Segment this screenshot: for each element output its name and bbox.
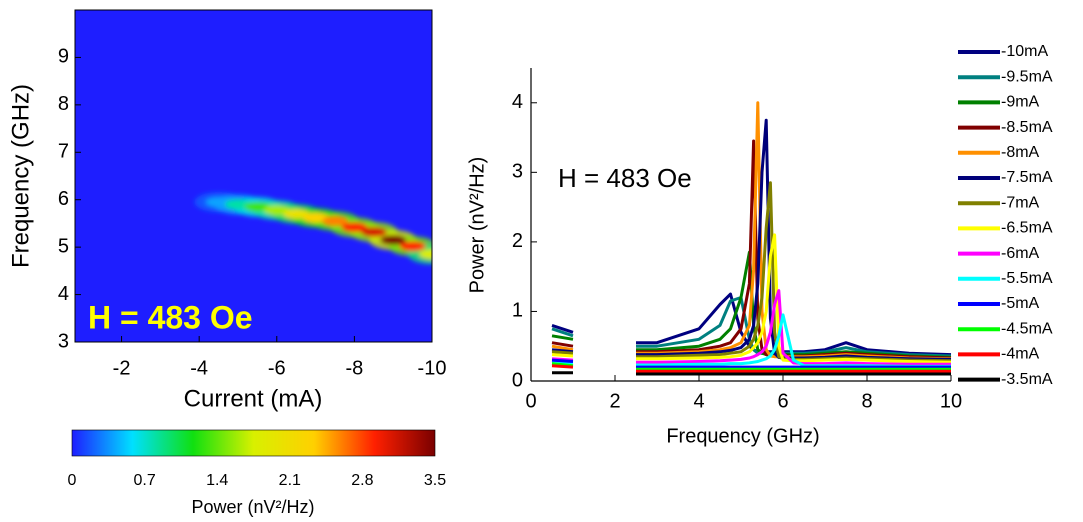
x-axis-label: Frequency (GHz) [666,425,819,447]
heatmap-cell [360,226,387,237]
legend-label: -4mA [1001,346,1040,363]
legend-label: -10mA [1001,43,1048,60]
heatmap-cell [283,208,310,219]
y-tick-label: 7 [58,141,69,163]
y-tick-label: 9 [58,46,69,68]
annotation: H = 483 Oe [88,299,253,335]
heatmap-cell [399,241,426,252]
series-line [552,371,951,376]
x-tick-label: 6 [777,390,788,412]
y-tick-label: 3 [512,161,523,183]
colorbar-tick-label: 1.4 [206,472,228,489]
y-tick-label: 1 [512,300,523,322]
legend-label: -9mA [1001,94,1040,111]
y-tick-label: 4 [512,91,523,113]
legend-label: -3.5mA [1001,371,1053,388]
legend-label: -6.5mA [1001,220,1053,237]
y-tick-label: 2 [512,230,523,252]
legend-label: -8.5mA [1001,119,1053,136]
colorbar-tick-label: 3.5 [424,472,446,489]
colorbar-tick-label: 0.7 [133,472,155,489]
x-tick-label: -10 [418,357,447,379]
x-tick-label: 4 [693,390,704,412]
legend-label: -9.5mA [1001,68,1053,85]
colorbar-tick-label: 2.8 [351,472,373,489]
y-tick-label: 8 [58,93,69,115]
colorbar [71,429,436,457]
series-line [551,364,951,373]
heatmap-cell [302,212,329,223]
legend-label: -8mA [1001,144,1040,161]
legend-label: -7.5mA [1001,169,1053,186]
y-tick-label: 6 [58,188,69,210]
legend-label: -7mA [1001,194,1040,211]
heatmap-background [75,10,432,342]
y-axis-label: Frequency (GHz) [7,84,34,268]
heatmap-cell [341,222,368,233]
series-line [551,233,952,364]
series-line [551,358,951,369]
colorbar-label: Power (nV²/Hz) [191,497,314,517]
y-tick-label: 5 [58,235,69,257]
series-group [551,101,952,376]
x-tick-label: -8 [345,357,363,379]
x-tick-label: -4 [190,357,208,379]
x-tick-label: 0 [525,390,536,412]
heatmap-cell [244,201,271,212]
x-tick-label: 2 [609,390,620,412]
legend-label: -5.5mA [1001,270,1053,287]
annotation: H = 483 Oe [558,163,692,193]
heatmap-cell [380,235,407,246]
x-tick-label: 8 [861,390,872,412]
heatmap-cell [419,249,432,260]
heatmap-cell [321,216,348,227]
legend-label: -6mA [1001,245,1040,262]
colorbar-tick-label: 0 [68,472,77,489]
y-tick-label: 0 [512,369,523,391]
y-tick-label: 3 [58,330,69,352]
heatmap-cell [263,205,290,216]
series-line [551,362,951,371]
legend-label: -4.5mA [1001,320,1053,337]
x-axis-label: Current (mA) [184,385,323,412]
plot-frame [74,9,433,343]
x-tick-label: -6 [268,357,286,379]
legend-label: -5mA [1001,295,1040,312]
heatmap-cells [194,192,432,265]
y-axis-label: Power (nV²/Hz) [466,157,488,294]
x-tick-label: 10 [940,390,962,412]
y-tick-label: 4 [58,283,69,305]
x-tick-label: -2 [113,357,131,379]
colorbar-tick-label: 2.1 [279,472,301,489]
